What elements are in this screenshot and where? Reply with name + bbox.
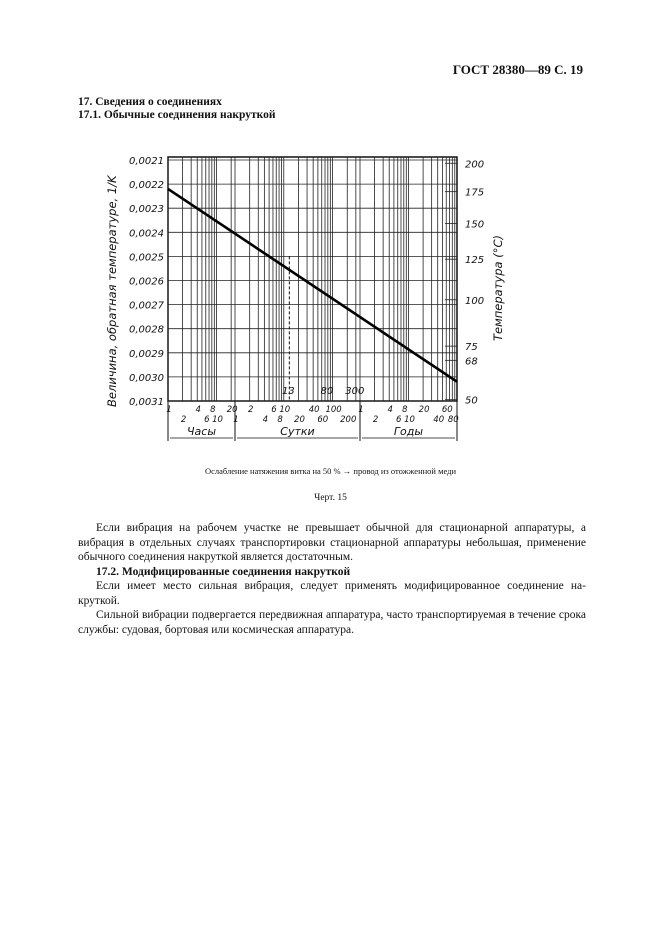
y-tick-label: 0,0028 — [129, 325, 164, 336]
y-axis-title: Величина, обратная температуре, 1/K — [105, 174, 119, 407]
plot-frame — [167, 156, 458, 402]
x-group-label: Часы — [187, 425, 216, 438]
x-tick-label: 4 — [387, 405, 392, 415]
y-right-tick-label: 125 — [465, 255, 484, 266]
series-line — [167, 187, 458, 383]
paragraph-3: Сильной вибрации подвергается передвижна… — [78, 609, 586, 636]
subsection-title: 17.1. Обычные соединения накруткой — [78, 109, 276, 121]
x-tick-label: 20 — [227, 405, 238, 415]
x-tick-label: 2 — [373, 415, 378, 425]
y-tick-label: 0,0026 — [129, 277, 164, 288]
y-tick-label: 0,0024 — [129, 228, 164, 239]
x-tick-label: 8 — [277, 415, 283, 425]
x-tick-label: 80 — [448, 415, 459, 425]
y-right-tick-label: 50 — [465, 396, 478, 407]
paragraph-2: Если имеет место сильная вибрация, следу… — [78, 580, 586, 607]
x-tick-label: 20 — [294, 415, 305, 425]
x-tick-label: 1 — [233, 415, 238, 425]
x-tick-label: 2 — [181, 415, 186, 425]
x-group-label: Сутки — [280, 425, 314, 438]
annotation-label: 300 — [345, 386, 364, 397]
x-tick-label: 60 — [317, 415, 328, 425]
figure-label: Черт. 15 — [314, 493, 347, 503]
chart-caption: Ослабление натяжения витка на 50 % → про… — [204, 466, 456, 476]
y-tick-label: 0,0031 — [129, 397, 164, 408]
y-tick-label: 0,0021 — [129, 156, 164, 167]
section-title: 17. Сведения о соединениях — [78, 96, 222, 108]
y-right-tick-label: 175 — [465, 188, 484, 199]
y-right-axis-title: Температура (°C) — [491, 235, 505, 341]
x-group-label: Годы — [394, 425, 423, 438]
x-tick-label: 40 — [309, 405, 320, 415]
y-right-tick-label: 150 — [465, 219, 484, 230]
subsection-2-title: 17.2. Модифицированные соединения накрут… — [96, 565, 351, 578]
x-tick-label: 40 — [433, 415, 444, 425]
x-tick-label: 1 — [166, 405, 171, 415]
annotation-label: 80 — [320, 386, 333, 397]
y-tick-label: 0,0027 — [129, 301, 165, 312]
paragraph-1: Если вибрация на рабочем участке не прев… — [78, 522, 586, 563]
y-right-tick-label: 75 — [465, 342, 478, 353]
x-tick-label: 6 — [396, 415, 402, 425]
y-tick-label: 0,0025 — [129, 252, 164, 263]
x-tick-label: 10 — [279, 405, 290, 415]
x-tick-label: 6 — [271, 405, 277, 415]
x-tick-label: 60 — [442, 405, 453, 415]
x-tick-label: 8 — [402, 405, 408, 415]
y-right-tick-label: 200 — [465, 159, 484, 170]
page-header: ГОСТ 28380—89 С. 19 — [452, 62, 583, 77]
y-tick-label: 0,0029 — [129, 349, 164, 360]
x-tick-label: 10 — [212, 415, 223, 425]
x-tick-label: 1 — [358, 405, 363, 415]
y-right-tick-label: 68 — [465, 356, 478, 367]
x-tick-label: 10 — [404, 415, 415, 425]
body-text: Если вибрация на рабочем участке не прев… — [78, 521, 586, 637]
x-tick-label: 4 — [263, 415, 268, 425]
y-tick-label: 0,0030 — [129, 373, 164, 384]
y-tick-label: 0,0022 — [129, 180, 164, 191]
x-tick-label: 6 — [204, 415, 210, 425]
x-tick-label: 4 — [196, 405, 201, 415]
x-tick-label: 2 — [248, 405, 253, 415]
y-tick-label: 0,0023 — [129, 204, 164, 215]
chart: 0,0021 0,0022 0,0023 0,0024 0,0025 0,0026 0,00… — [105, 156, 505, 441]
x-tick-label: 100 — [325, 405, 341, 415]
x-tick-label: 20 — [419, 405, 430, 415]
x-tick-label: 200 — [340, 415, 356, 425]
annotation-label: 13 — [282, 386, 295, 397]
y-right-tick-label: 100 — [465, 296, 484, 307]
x-tick-label: 8 — [210, 405, 216, 415]
